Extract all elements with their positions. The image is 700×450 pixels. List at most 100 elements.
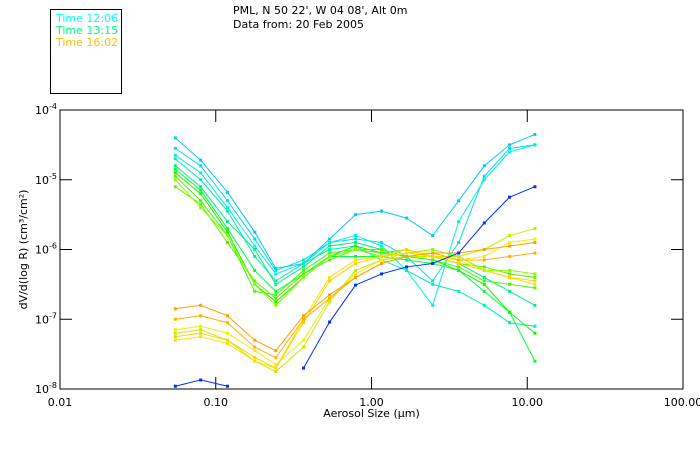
series-line-segment xyxy=(406,217,433,236)
data-point xyxy=(226,230,230,234)
data-point xyxy=(253,237,257,241)
series-line-segment xyxy=(303,301,331,348)
data-point xyxy=(302,338,306,342)
series-line-segment xyxy=(200,325,228,334)
series-line-segment xyxy=(303,321,331,369)
data-point xyxy=(226,331,230,335)
series-line-segment xyxy=(303,245,330,268)
series-line-segment xyxy=(254,245,277,275)
series-line-segment xyxy=(254,280,277,299)
data-point xyxy=(199,314,203,318)
data-point xyxy=(457,289,461,293)
data-point xyxy=(354,254,358,258)
data-point xyxy=(302,275,306,279)
series-line-segment xyxy=(329,238,356,244)
series-line-segment xyxy=(175,154,201,174)
data-point xyxy=(274,356,278,360)
data-point xyxy=(253,345,257,349)
series-line-segment xyxy=(200,304,228,317)
data-point xyxy=(302,321,306,325)
data-point xyxy=(226,384,230,388)
series-line-segment xyxy=(200,200,228,236)
data-point xyxy=(253,282,257,286)
data-point xyxy=(508,289,512,293)
series-line-segment xyxy=(458,165,485,201)
series-line-segment xyxy=(254,256,277,282)
data-point xyxy=(533,275,537,279)
series-line-segment xyxy=(355,259,382,271)
data-point xyxy=(328,279,332,283)
series-line-segment xyxy=(406,259,433,264)
series-line-segment xyxy=(355,259,382,275)
data-point xyxy=(533,282,537,286)
y-tick-label: 10-4 xyxy=(35,102,57,117)
data-point xyxy=(431,258,435,262)
data-point xyxy=(226,227,230,231)
series-line-segment xyxy=(254,360,276,369)
series-line-segment xyxy=(432,252,459,261)
series-line-segment xyxy=(227,235,256,292)
series-line-segment xyxy=(303,252,330,271)
series-line-segment xyxy=(458,255,485,261)
series-line-segment xyxy=(275,346,304,372)
data-point xyxy=(274,349,278,353)
data-point xyxy=(199,188,203,192)
chart-title-date: Data from: 20 Feb 2005 xyxy=(233,18,365,31)
series-line-segment xyxy=(484,276,510,292)
data-point xyxy=(354,268,358,272)
data-point xyxy=(431,282,435,286)
data-point xyxy=(274,266,278,270)
series-line-segment xyxy=(175,336,201,341)
data-point xyxy=(199,158,203,162)
data-point xyxy=(508,254,512,258)
series-line-segment xyxy=(432,262,459,271)
y-tick-label: 10-6 xyxy=(35,242,57,257)
series-line-segment xyxy=(509,269,535,275)
series-line-segment xyxy=(406,252,433,257)
series-line-segment xyxy=(200,159,228,193)
series-line-segment xyxy=(432,283,459,292)
legend-item-1206: Time 12:06 xyxy=(56,12,119,25)
data-point xyxy=(380,209,384,213)
series-line-segment xyxy=(329,235,356,244)
data-point xyxy=(274,303,278,307)
data-point xyxy=(173,157,177,161)
legend-item-1315: Time 13:15 xyxy=(56,24,119,37)
data-point xyxy=(302,265,306,269)
data-point xyxy=(508,310,512,314)
series-line-segment xyxy=(458,256,485,271)
data-point xyxy=(274,370,278,374)
data-point xyxy=(405,216,409,220)
series-line-segment xyxy=(432,252,459,264)
data-point xyxy=(508,150,512,154)
series-line-segment xyxy=(227,200,256,240)
series-line-segment xyxy=(509,186,536,198)
data-point xyxy=(253,359,257,363)
data-point xyxy=(173,164,177,168)
series-line-segment xyxy=(484,245,510,250)
data-point xyxy=(405,265,409,269)
series-line-segment xyxy=(200,203,228,243)
series-line-segment xyxy=(227,210,256,257)
series-line-segment xyxy=(174,175,202,202)
series-line-segment xyxy=(458,269,485,285)
data-point xyxy=(354,272,358,276)
series-line-segment xyxy=(200,189,228,229)
series-line-segment xyxy=(227,192,256,233)
series-line-segment xyxy=(381,266,407,275)
series-line-segment xyxy=(483,144,510,167)
data-point xyxy=(199,164,203,168)
series-line-segment xyxy=(355,273,382,286)
data-point xyxy=(253,338,257,342)
data-point xyxy=(405,254,409,258)
data-point xyxy=(533,331,537,335)
series-line-segment xyxy=(275,266,304,285)
data-point xyxy=(508,244,512,248)
chart-title-location: PML, N 50 22', W 04 08', Alt 0m xyxy=(233,4,408,17)
data-point xyxy=(405,251,409,255)
data-point xyxy=(380,258,384,262)
series-line-segment xyxy=(254,360,277,373)
data-point xyxy=(253,248,257,251)
data-point xyxy=(173,317,177,321)
